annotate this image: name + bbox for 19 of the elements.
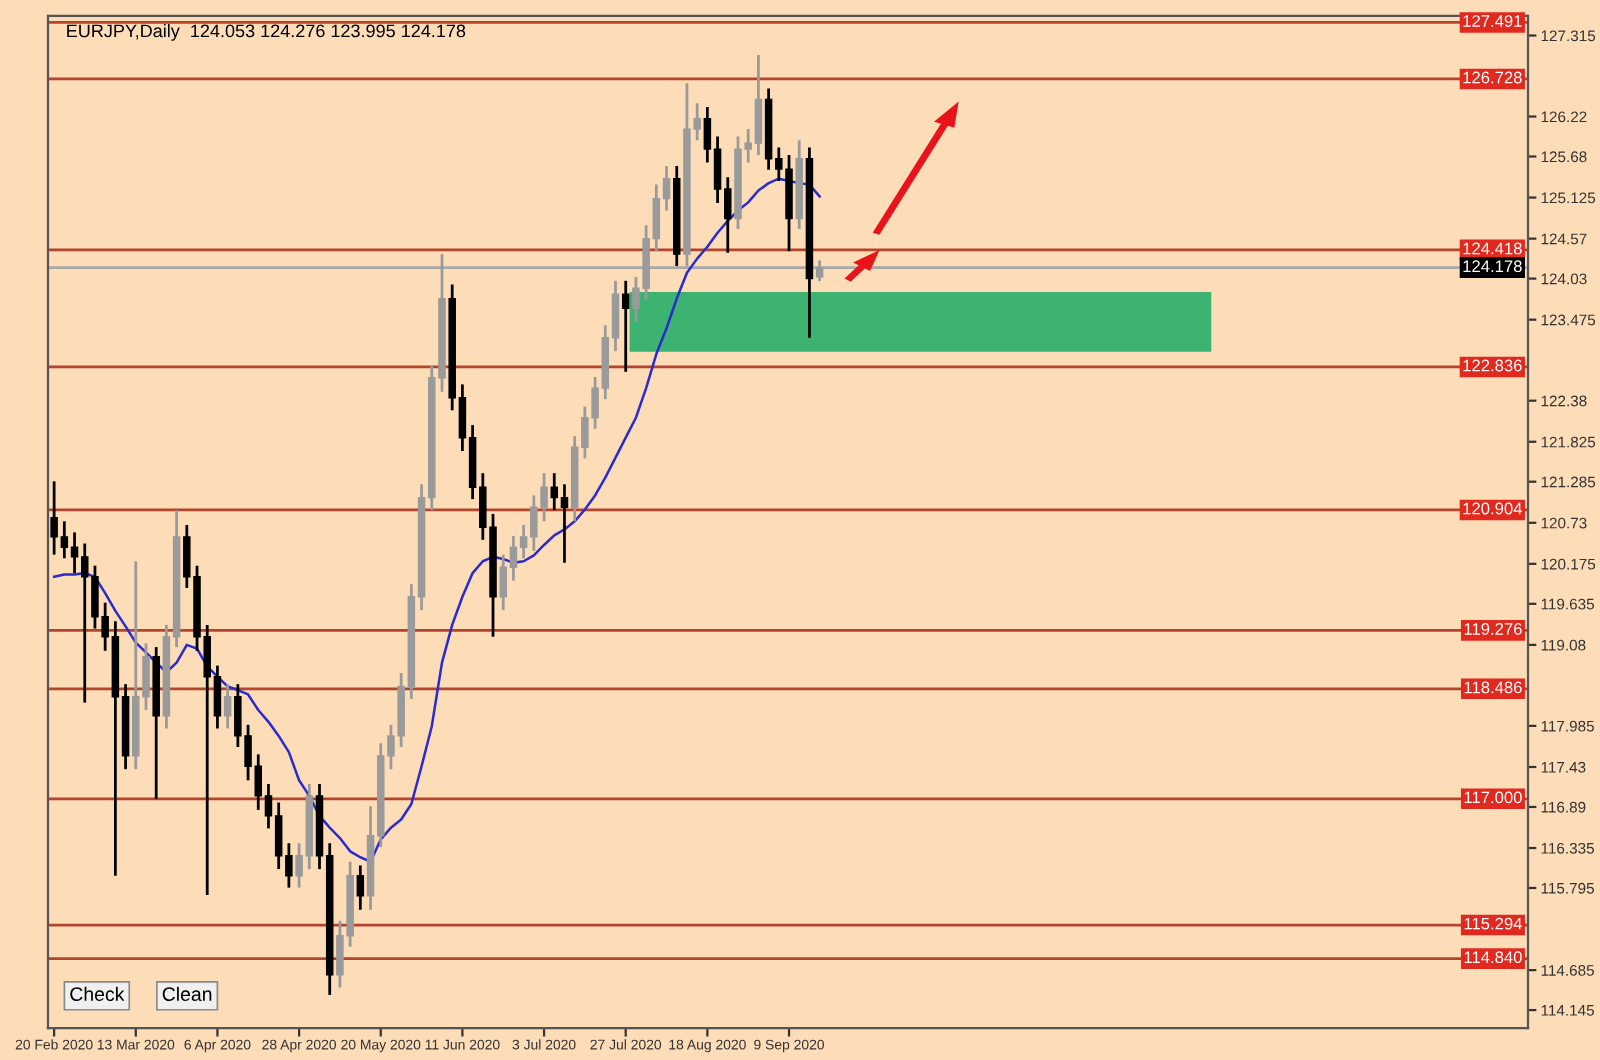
candlestick (223, 682, 232, 730)
ref-line-label: 117.000 (1464, 791, 1522, 804)
ref-line-label: 126.728 (1463, 71, 1522, 84)
ref-line-label: 118.486 (1464, 681, 1522, 694)
candlestick (621, 279, 630, 374)
ref-line-label: 114.840 (1464, 951, 1522, 964)
ref-line-label: 124.418 (1463, 242, 1522, 255)
candlestick (356, 864, 365, 912)
ref-line-label: 122.836 (1463, 359, 1522, 372)
ref-line-label: 120.904 (1463, 502, 1522, 515)
line-series (52, 177, 821, 863)
ref-line-label: 124.178 (1463, 260, 1522, 273)
chart-title: EURJPY,Daily 124.053 124.276 123.995 124.178 (67, 24, 466, 41)
ref-line-label: 127.491 (1463, 15, 1522, 27)
ref-line-label: 119.276 (1464, 623, 1522, 635)
candlestick (815, 259, 824, 283)
ref-line-label: 115.294 (1464, 917, 1522, 930)
annotation: Check (70, 986, 125, 1002)
annotation: Clean (162, 986, 212, 1002)
